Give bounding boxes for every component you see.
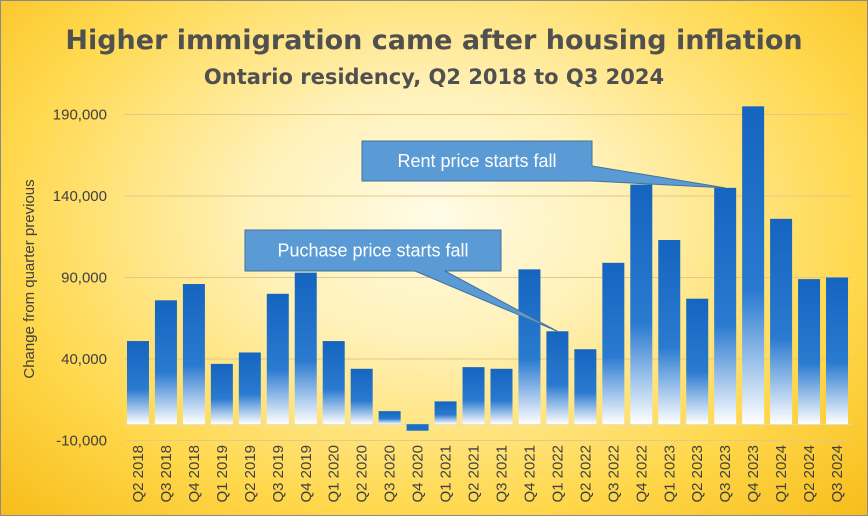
x-tick-label: Q2 2020 xyxy=(354,445,371,503)
x-tick-label: Q1 2023 xyxy=(661,445,678,503)
y-tick-label: 40,000 xyxy=(61,351,107,368)
chart-subtitle: Ontario residency, Q2 2018 to Q3 2024 xyxy=(204,65,664,89)
bar xyxy=(294,272,317,425)
bar xyxy=(126,341,149,425)
y-tick-label: -10,000 xyxy=(56,433,107,450)
bar xyxy=(238,352,261,425)
bar xyxy=(406,424,429,431)
y-tick-label: 140,000 xyxy=(53,188,107,205)
callout-box xyxy=(361,140,726,189)
bar xyxy=(518,269,541,425)
bar xyxy=(434,401,457,425)
x-tick-label: Q2 2024 xyxy=(801,445,818,503)
x-tick-label: Q2 2023 xyxy=(689,445,706,503)
bar xyxy=(714,187,737,425)
x-tick-label: Q3 2020 xyxy=(382,445,399,503)
x-tick-label: Q1 2019 xyxy=(214,445,231,503)
x-tick-label: Q2 2022 xyxy=(577,445,594,503)
x-tick-label: Q1 2024 xyxy=(773,445,790,503)
x-tick-label: Q3 2022 xyxy=(605,445,622,503)
chart-title: Higher immigration came after housing in… xyxy=(65,25,802,56)
bar xyxy=(742,106,765,425)
y-tick-labels: -10,000 40,000 90,000 140,000 190,000 xyxy=(53,107,107,450)
x-tick-label: Q1 2021 xyxy=(438,445,455,503)
x-tick-label: Q3 2018 xyxy=(158,445,175,503)
bars xyxy=(126,106,849,431)
x-tick-label: Q4 2021 xyxy=(521,445,538,503)
x-tick-label: Q2 2019 xyxy=(242,445,259,503)
x-tick-label: Q3 2023 xyxy=(717,445,734,503)
x-tick-label: Q2 2021 xyxy=(466,445,483,503)
callout-text: Rent price starts fall xyxy=(397,151,556,171)
callouts: Rent price starts fall Puchase price star… xyxy=(244,140,726,332)
callout-box xyxy=(244,229,558,332)
bar xyxy=(266,293,289,425)
bar xyxy=(630,184,653,425)
x-tick-label: Q1 2022 xyxy=(549,445,566,503)
callout-text: Puchase price starts fall xyxy=(277,241,468,261)
x-tick-label: Q4 2022 xyxy=(633,445,650,503)
x-tick-label: Q4 2018 xyxy=(186,445,203,503)
x-tick-label: Q4 2023 xyxy=(745,445,762,503)
bar xyxy=(490,368,513,425)
x-tick-label: Q4 2019 xyxy=(298,445,315,503)
x-tick-label: Q4 2020 xyxy=(410,445,427,503)
y-tick-label: 190,000 xyxy=(53,107,107,124)
bar xyxy=(378,411,401,425)
bar xyxy=(546,331,569,425)
y-tick-label: 90,000 xyxy=(61,270,107,287)
bar xyxy=(322,341,345,425)
bar xyxy=(462,367,485,425)
x-tick-label: Q1 2020 xyxy=(326,445,343,503)
bar xyxy=(182,284,205,425)
x-tick-label: Q3 2021 xyxy=(493,445,510,503)
x-tick-label: Q3 2024 xyxy=(829,445,846,503)
x-tick-label: Q3 2019 xyxy=(270,445,287,503)
bar xyxy=(602,262,625,425)
bar xyxy=(770,218,793,425)
bar xyxy=(210,363,233,425)
bar xyxy=(350,368,373,425)
bar xyxy=(686,298,709,425)
bar xyxy=(826,277,849,425)
bar xyxy=(658,240,681,425)
bar xyxy=(574,349,597,425)
bar xyxy=(154,300,177,425)
y-axis-label: Change from quarter previous xyxy=(21,179,38,378)
bar xyxy=(798,279,821,425)
x-tick-label: Q2 2018 xyxy=(130,445,147,503)
x-tick-labels: Q2 2018 Q3 2018 Q4 2018 Q1 2019 Q2 2019 Q3 20… xyxy=(130,445,846,503)
